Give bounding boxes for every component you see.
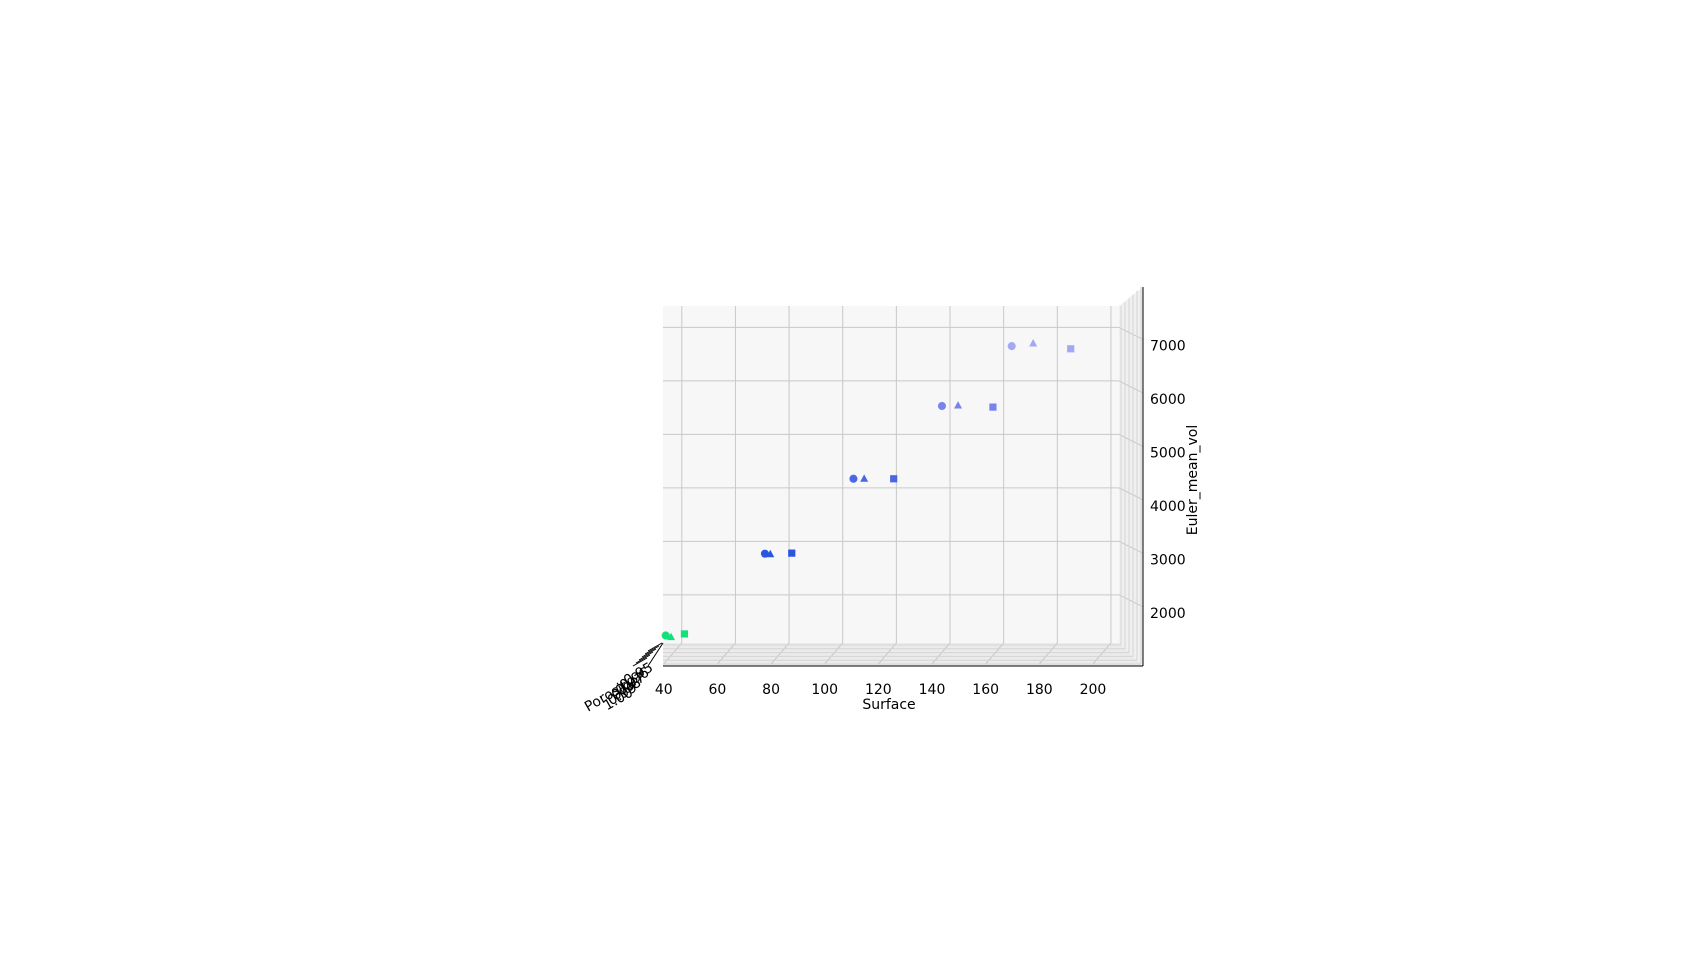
x-axis-label: Surface <box>862 697 915 713</box>
grid-lines <box>663 287 1144 665</box>
z-side-gridline <box>1118 594 1144 608</box>
data-point-square <box>680 630 689 638</box>
z-side-gridline <box>1118 433 1144 447</box>
x-tick-label: 180 <box>1026 682 1053 698</box>
data-point-circle <box>849 474 858 483</box>
data-point-circle <box>1007 342 1016 351</box>
z-tick-label: 5000 <box>1150 445 1186 461</box>
data-point-square <box>788 549 796 557</box>
z-side-gridline <box>1118 380 1144 394</box>
x-tick-label: 60 <box>709 682 727 698</box>
z-axis-label: Euler_mean_vol <box>1185 425 1201 535</box>
x-tick-label: 80 <box>762 682 780 698</box>
right-pane <box>1119 287 1143 666</box>
data-point-circle <box>661 631 670 640</box>
y-tick-mark <box>641 648 657 658</box>
z-tick-label: 3000 <box>1150 552 1186 568</box>
x-tick-label: 140 <box>919 682 946 698</box>
z-tick-label: 2000 <box>1150 606 1186 622</box>
z-side-gridline <box>1118 540 1144 554</box>
x-tick-label: 200 <box>1080 682 1107 698</box>
x-tick-label: 120 <box>865 682 892 698</box>
y-tick-mark <box>638 651 654 661</box>
y-tick-mark <box>632 657 648 667</box>
x-tick-label: 100 <box>811 682 838 698</box>
data-points <box>661 339 1075 641</box>
y-tick-mark <box>644 645 660 655</box>
z-side-gridline <box>1118 326 1144 340</box>
data-point-square <box>1067 345 1075 353</box>
y-axis-line <box>647 642 664 667</box>
z-tick-label: 7000 <box>1150 338 1186 354</box>
back-pane <box>663 306 1119 643</box>
data-point-triangle <box>954 401 963 409</box>
y-tick-mark <box>647 642 663 652</box>
data-point-triangle <box>1029 339 1038 347</box>
z-tick-label: 4000 <box>1150 499 1186 515</box>
data-point-triangle <box>860 474 869 482</box>
data-point-triangle <box>667 632 676 641</box>
data-point-circle <box>937 401 947 411</box>
z-tick-label: 6000 <box>1150 392 1186 408</box>
data-point-square <box>989 403 997 411</box>
z-side-gridline <box>1118 487 1144 501</box>
y-tick-mark <box>635 654 651 664</box>
axes-lines <box>632 287 1144 667</box>
x-tick-label: 160 <box>972 682 999 698</box>
data-point-triangle <box>766 549 775 558</box>
x-tick-label: 40 <box>655 682 673 698</box>
data-point-square <box>890 475 898 483</box>
floor-pane <box>663 643 1143 666</box>
tick-labels: 40 60 80 100 120 140 160 180 200 2000 3000 4000 5000… <box>601 338 1186 714</box>
